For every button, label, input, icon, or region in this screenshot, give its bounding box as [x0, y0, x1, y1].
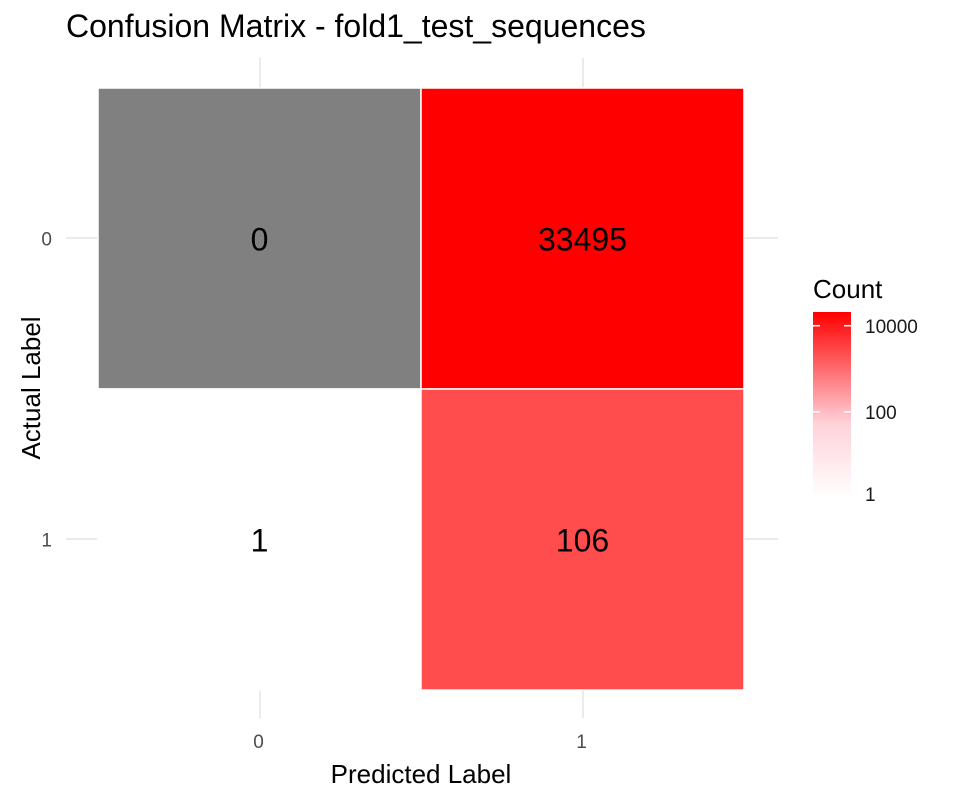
- cell-value-actual-1-predicted-1: 106: [556, 523, 609, 559]
- cell-actual-1-predicted-1: [420, 388, 745, 691]
- cell-value-actual-0-predicted-1: 33495: [538, 222, 627, 258]
- legend-title: Count: [813, 274, 883, 304]
- heatmap-cells: [97, 87, 745, 691]
- legend-tick-1: 1: [865, 485, 876, 506]
- y-axis-ticks: 01: [41, 230, 52, 552]
- y-tick-0: 0: [41, 230, 52, 251]
- cell-value-actual-0-predicted-0: 0: [251, 222, 269, 258]
- x-tick-1: 1: [576, 732, 587, 753]
- legend: Count 1 100 10000: [813, 274, 918, 506]
- legend-colorbar: [813, 312, 851, 498]
- y-tick-1: 1: [41, 531, 52, 552]
- cell-actual-1-predicted-0: [97, 388, 422, 691]
- legend-tick-10000: 10000: [865, 317, 918, 338]
- x-axis-title: Predicted Label: [331, 759, 512, 789]
- cell-actual-0-predicted-0: [97, 87, 422, 390]
- chart-title: Confusion Matrix - fold1_test_sequences: [66, 8, 646, 44]
- heatmap-cell-labels: 0 33495 1 106: [251, 222, 627, 559]
- legend-tick-100: 100: [865, 403, 897, 424]
- cell-value-actual-1-predicted-0: 1: [251, 523, 269, 559]
- x-tick-0: 0: [253, 732, 264, 753]
- legend-ticks: 1 100 10000: [813, 317, 918, 506]
- y-axis-title: Actual Label: [16, 316, 46, 459]
